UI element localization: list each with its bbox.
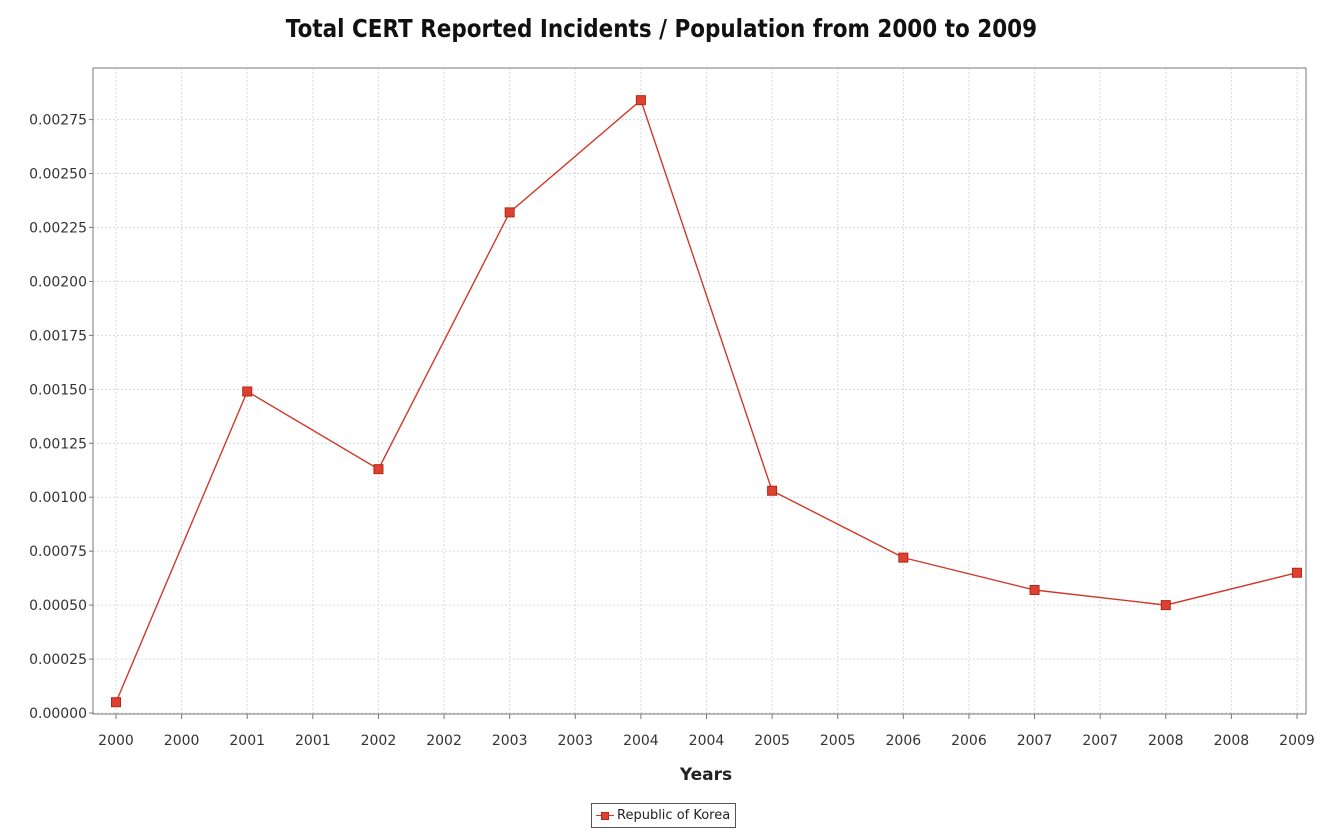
- y-tick-label: 0.00200: [29, 274, 87, 290]
- legend: Republic of Korea: [591, 803, 737, 828]
- data-point-marker: [767, 485, 778, 496]
- x-tick-label: 2000: [98, 733, 134, 749]
- y-tick-label: 0.00175: [29, 328, 87, 344]
- y-tick-label: 0.00050: [29, 598, 87, 614]
- x-tick-label: 2007: [1017, 733, 1053, 749]
- series-layer: [111, 95, 1302, 708]
- y-tick-label: 0.00225: [29, 220, 87, 236]
- y-axis: 0.00000 0.00025 0.00050 0.00075 0.00100 0.001…: [29, 113, 93, 722]
- y-tick-label: 0.00100: [29, 490, 87, 506]
- legend-label-republic-of-korea: Republic of Korea: [617, 808, 731, 823]
- gridlines: [93, 68, 1306, 714]
- data-point-marker: [1160, 600, 1171, 611]
- y-tick-label: 0.00025: [29, 652, 87, 668]
- data-point-marker: [242, 386, 253, 397]
- x-tick-label: 2008: [1214, 733, 1250, 749]
- x-tick-label: 2001: [295, 733, 331, 749]
- y-tick-label: 0.00275: [29, 113, 87, 129]
- data-point-marker: [373, 464, 384, 475]
- x-tick-label: 2003: [492, 733, 528, 749]
- data-point-marker: [111, 697, 121, 708]
- y-tick-label: 0.00125: [29, 436, 87, 452]
- x-tick-label: 2005: [754, 733, 790, 749]
- y-tick-label: 0.00250: [29, 167, 87, 183]
- y-tick-label: 0.00150: [29, 382, 87, 398]
- x-tick-label: 2004: [623, 733, 659, 749]
- x-tick-label: 2004: [689, 733, 725, 749]
- data-point-marker: [1292, 567, 1302, 578]
- x-tick-label: 2005: [820, 733, 856, 749]
- x-tick-label: 2006: [886, 733, 922, 749]
- data-point-marker: [1029, 585, 1040, 595]
- x-tick-label: 2007: [1082, 733, 1118, 749]
- y-tick-label: 0.00075: [29, 544, 87, 560]
- legend-swatch: [596, 809, 614, 823]
- plot-frame: [92, 67, 1307, 715]
- x-tick-label: 2001: [229, 733, 265, 749]
- x-tick-label: 2008: [1148, 733, 1184, 749]
- x-tick-label: 2000: [164, 733, 200, 749]
- data-point-marker: [898, 552, 909, 563]
- x-axis-label: Years: [679, 765, 732, 785]
- x-tick-label: 2002: [361, 733, 397, 749]
- y-tick-label: 0.00000: [29, 706, 87, 722]
- data-point-marker: [504, 207, 515, 218]
- x-tick-label: 2002: [426, 733, 462, 749]
- x-axis: 2000 2000 2001 2001 2002 2002 2003 2003 2004 2004…: [98, 714, 1315, 749]
- x-tick-label: 2006: [951, 733, 987, 749]
- series-line: [115, 98, 1298, 703]
- x-tick-label: 2003: [557, 733, 593, 749]
- data-point-marker: [635, 95, 646, 106]
- chart-title: Total CERT Reported Incidents / Populati…: [285, 14, 1038, 43]
- x-tick-label: 2009: [1279, 733, 1315, 749]
